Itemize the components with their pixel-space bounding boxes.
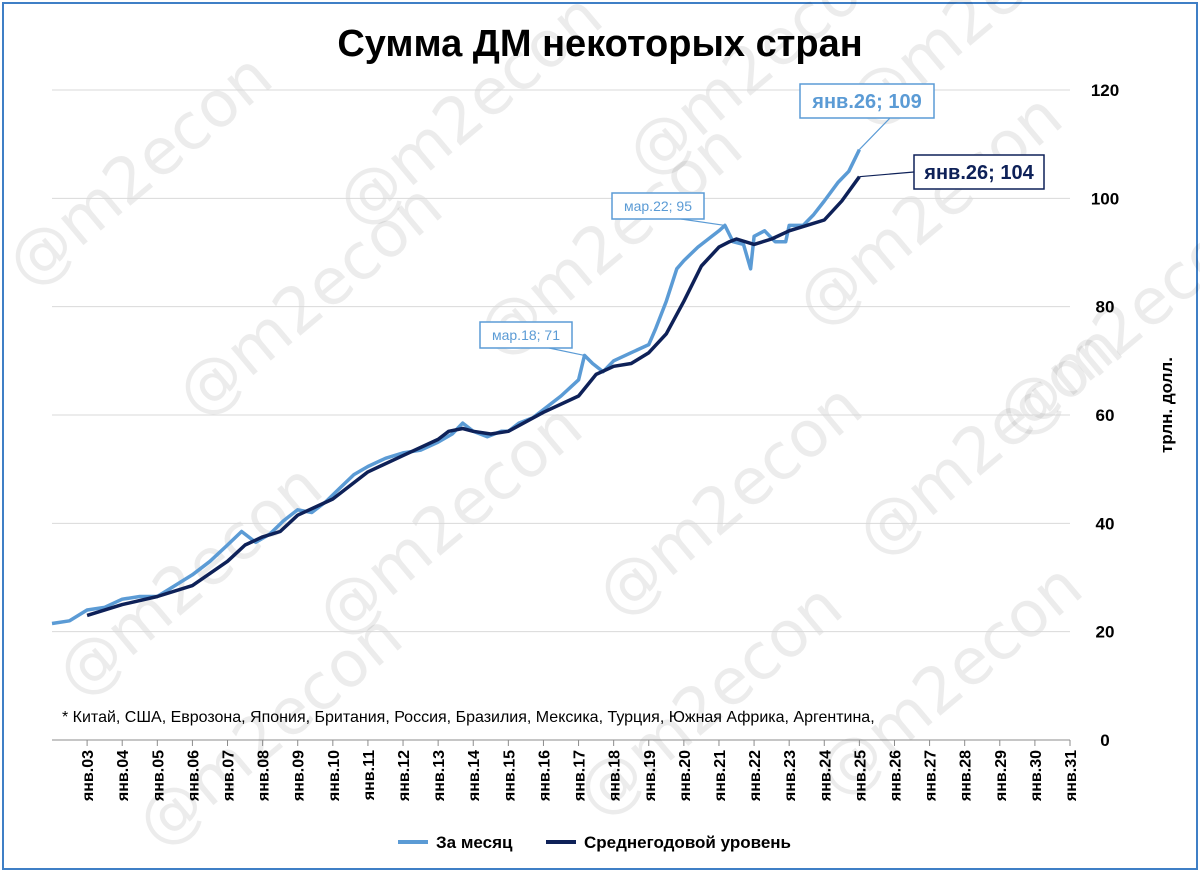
legend-label-monthly: За месяц — [436, 833, 513, 852]
series-layer — [51, 148, 861, 626]
x-tick-label: янв.16 — [536, 750, 553, 802]
x-tick-label: янв.17 — [572, 750, 589, 802]
annotation-label: янв.26; 104 — [923, 162, 1034, 184]
annotation-leader — [680, 218, 726, 227]
annotation-box — [799, 83, 935, 119]
series-line-annual-average — [86, 175, 861, 618]
y-tick-label: 40 — [1096, 514, 1115, 533]
y-tick-label: 120 — [1091, 81, 1119, 100]
y-axis-label: трлн. долл. — [1157, 357, 1176, 453]
annotation-box — [479, 321, 573, 349]
annotation-callout: мар.22; 95 — [611, 192, 726, 227]
annotation-leader — [858, 117, 891, 151]
y-tick-label: 80 — [1096, 298, 1115, 317]
x-tick-label: янв.07 — [221, 750, 238, 802]
x-tick-label: янв.27 — [923, 750, 940, 802]
x-tick-label: янв.08 — [256, 750, 273, 802]
x-tick-label: янв.03 — [80, 750, 97, 802]
x-tick-label: янв.22 — [747, 750, 764, 802]
annotation-box — [913, 154, 1045, 190]
footnote: * Китай, США, Еврозона, Япония, Британия… — [62, 709, 875, 726]
x-tick-label: янв.18 — [607, 750, 624, 802]
annotation-box — [611, 192, 705, 220]
watermark-text: @m2econ — [163, 169, 457, 432]
annotation-callout: янв.26; 104 — [859, 154, 1045, 190]
annotation-leader — [548, 347, 585, 357]
legend-label-annual-average: Среднегодовой уровень — [584, 833, 791, 852]
x-tick-label: янв.30 — [1028, 750, 1045, 802]
watermark-text: @m2econ — [0, 39, 286, 302]
x-tick-label: янв.24 — [817, 750, 834, 802]
x-tick-label: янв.15 — [501, 750, 518, 802]
x-tick-label: янв.12 — [396, 750, 413, 802]
annotation-callout: мар.18; 71 — [479, 321, 585, 357]
x-tick-label: янв.28 — [958, 750, 975, 802]
x-tick-label: янв.13 — [431, 750, 448, 802]
x-tick-label: янв.20 — [677, 750, 694, 802]
watermark-text: @m2econ — [583, 369, 877, 632]
x-tick-label: янв.14 — [466, 750, 483, 802]
x-tick-label: янв.11 — [361, 750, 378, 801]
x-tick-label: янв.21 — [712, 750, 729, 802]
y-tick-label: 100 — [1091, 189, 1119, 208]
annotation-leader — [859, 171, 915, 178]
x-tick-label: янв.31 — [1063, 750, 1080, 802]
x-tick-label: янв.05 — [150, 750, 167, 802]
annotation-label: мар.22; 95 — [624, 198, 692, 214]
x-tick-label: янв.04 — [115, 750, 132, 802]
y-tick-label: 20 — [1096, 623, 1115, 642]
x-tick-label: янв.19 — [642, 750, 659, 802]
watermark-text: @m2econ — [803, 549, 1097, 812]
watermark-text: @m2econ — [843, 309, 1137, 572]
x-tick-label: янв.06 — [185, 750, 202, 802]
y-axis: 0 20 40 60 80 100 120 — [1091, 81, 1119, 750]
x-tick-label: янв.29 — [993, 750, 1010, 802]
x-tick-label: янв.25 — [852, 750, 869, 802]
watermark-text: @m2econ — [303, 389, 597, 652]
x-tick-label: янв.09 — [291, 750, 308, 802]
annotation-label: янв.26; 109 — [811, 91, 921, 113]
x-tick-label: янв.26 — [887, 750, 904, 802]
legend: За месяц Среднегодовой уровень — [398, 833, 791, 852]
x-tick-label: янв.10 — [326, 750, 343, 802]
annotations-layer: мар.18; 71 мар.22; 95 янв.26; 109 янв.26; 1… — [479, 83, 1045, 357]
x-axis: янв.03 янв.04 янв.05 янв.06 янв.07 янв.08 янв.… — [52, 739, 1080, 802]
annotation-callout: янв.26; 109 — [799, 83, 935, 151]
chart-title: Сумма ДМ некоторых стран — [337, 23, 862, 65]
annotation-label: мар.18; 71 — [492, 327, 560, 343]
x-tick-label: янв.23 — [782, 750, 799, 802]
y-tick-label: 0 — [1100, 731, 1109, 750]
y-tick-label: 60 — [1096, 406, 1115, 425]
